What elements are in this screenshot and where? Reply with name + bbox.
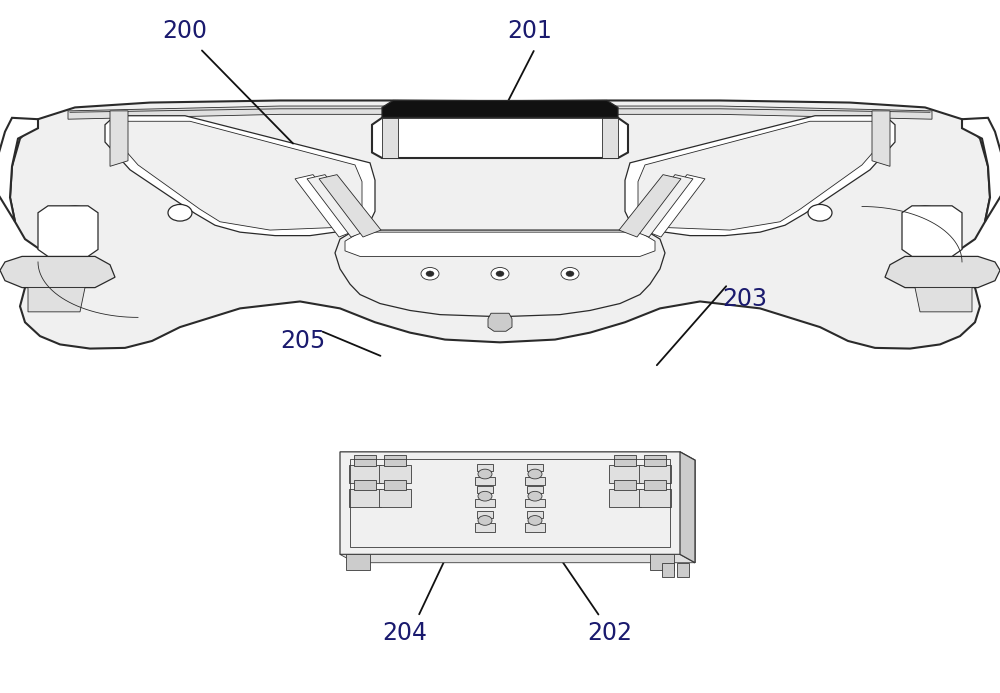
Bar: [354, 455, 376, 466]
Bar: [525, 477, 545, 485]
Polygon shape: [38, 206, 98, 256]
Polygon shape: [638, 121, 885, 230]
Bar: [477, 464, 493, 471]
Circle shape: [528, 516, 542, 525]
Bar: [475, 499, 495, 507]
Polygon shape: [619, 175, 681, 237]
Text: 205: 205: [280, 329, 326, 353]
Bar: [614, 455, 636, 466]
Circle shape: [528, 491, 542, 501]
Circle shape: [421, 267, 439, 280]
Polygon shape: [631, 175, 693, 237]
Bar: [477, 486, 493, 493]
Polygon shape: [602, 118, 618, 158]
Bar: [614, 480, 636, 490]
Bar: [644, 480, 666, 490]
Circle shape: [478, 469, 492, 479]
Circle shape: [478, 516, 492, 525]
Circle shape: [496, 271, 504, 277]
Polygon shape: [0, 118, 38, 222]
Text: 203: 203: [722, 288, 768, 311]
Polygon shape: [307, 175, 369, 237]
Polygon shape: [28, 288, 85, 312]
Bar: [525, 523, 545, 532]
Polygon shape: [382, 100, 618, 118]
Polygon shape: [488, 313, 512, 331]
Bar: [350, 459, 670, 547]
Polygon shape: [680, 452, 695, 563]
Bar: [609, 489, 641, 507]
Circle shape: [478, 491, 492, 501]
Polygon shape: [68, 106, 390, 119]
Bar: [662, 563, 674, 577]
Bar: [349, 489, 381, 507]
Circle shape: [561, 267, 579, 280]
Polygon shape: [335, 230, 665, 317]
Bar: [475, 477, 495, 485]
Bar: [609, 465, 641, 483]
Polygon shape: [643, 175, 705, 237]
Polygon shape: [345, 232, 655, 256]
Polygon shape: [962, 118, 1000, 222]
Polygon shape: [872, 111, 890, 166]
Polygon shape: [625, 116, 895, 236]
Bar: [349, 465, 381, 483]
Text: 202: 202: [588, 621, 633, 644]
Bar: [477, 511, 493, 518]
Polygon shape: [610, 106, 932, 119]
Polygon shape: [319, 175, 381, 237]
Circle shape: [566, 271, 574, 277]
Bar: [527, 486, 543, 493]
Circle shape: [808, 204, 832, 221]
Bar: [384, 480, 406, 490]
Bar: [639, 489, 671, 507]
Polygon shape: [105, 116, 375, 236]
Polygon shape: [115, 121, 362, 230]
Bar: [525, 499, 545, 507]
Polygon shape: [340, 554, 695, 563]
Circle shape: [528, 469, 542, 479]
Polygon shape: [915, 288, 972, 312]
Bar: [346, 554, 370, 570]
Bar: [354, 480, 376, 490]
Circle shape: [426, 271, 434, 277]
Text: 204: 204: [382, 621, 428, 644]
Polygon shape: [340, 452, 695, 563]
Text: 201: 201: [508, 19, 552, 43]
Circle shape: [491, 267, 509, 280]
Circle shape: [168, 204, 192, 221]
Bar: [644, 455, 666, 466]
Polygon shape: [372, 118, 628, 158]
Polygon shape: [902, 206, 962, 256]
Polygon shape: [58, 206, 90, 230]
Bar: [639, 465, 671, 483]
Bar: [677, 563, 689, 577]
Bar: [379, 489, 411, 507]
Bar: [650, 554, 674, 570]
Polygon shape: [885, 256, 1000, 288]
Bar: [527, 511, 543, 518]
Text: 200: 200: [162, 19, 208, 43]
Polygon shape: [295, 175, 357, 237]
Bar: [384, 455, 406, 466]
Polygon shape: [0, 256, 115, 288]
Polygon shape: [110, 111, 128, 166]
Bar: [379, 465, 411, 483]
Polygon shape: [10, 100, 990, 349]
Bar: [527, 464, 543, 471]
Bar: [475, 523, 495, 532]
Polygon shape: [382, 118, 398, 158]
Polygon shape: [910, 206, 942, 230]
